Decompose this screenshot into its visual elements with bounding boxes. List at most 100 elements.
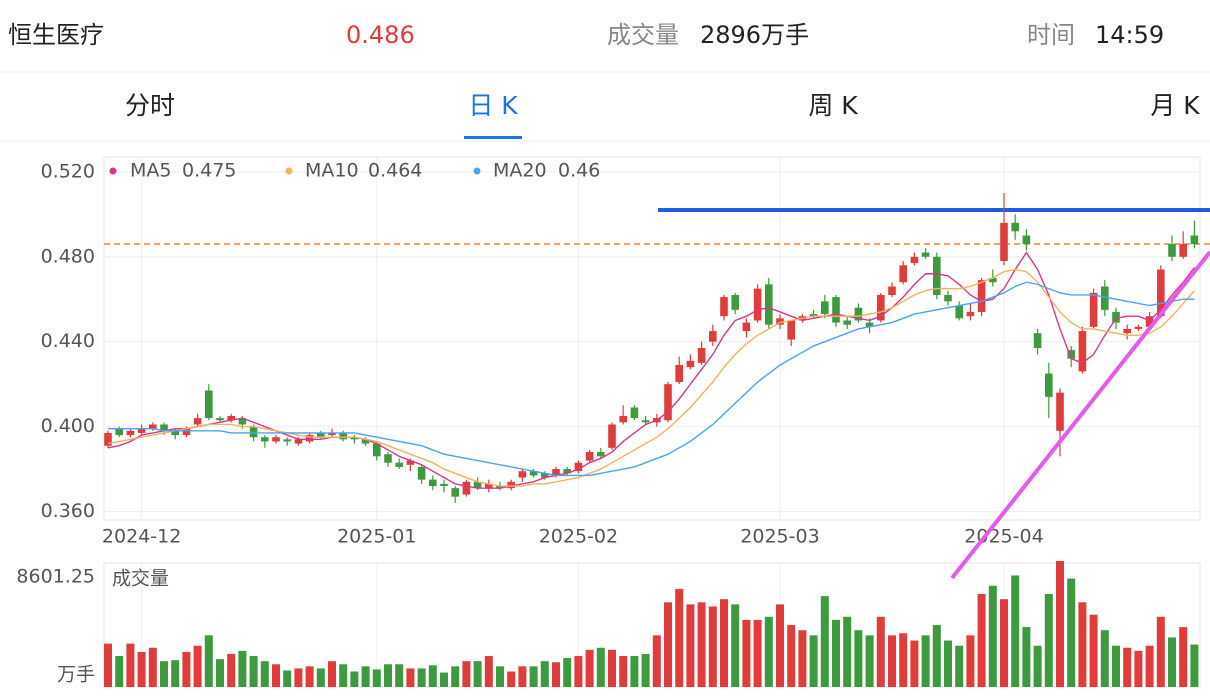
volume-bar [272, 664, 280, 687]
volume-bar [1156, 616, 1165, 687]
volume-bar [305, 666, 314, 687]
volume-bar [395, 664, 404, 687]
legend-value: 0.475 [182, 160, 236, 182]
candle-body [171, 430, 179, 436]
volume-bar [137, 651, 146, 687]
candle-body [1179, 244, 1187, 257]
candle-body [630, 407, 639, 419]
volume-bar [283, 670, 292, 687]
candle-body [429, 479, 437, 487]
volume-bar [921, 635, 930, 687]
candle-body [641, 420, 650, 423]
volume-bar [238, 650, 247, 687]
candle-body [574, 462, 583, 472]
candle-body [1168, 244, 1176, 257]
candle-body [305, 435, 314, 442]
volume-bar [1112, 645, 1120, 687]
volume-bar [451, 666, 460, 687]
y-tick-label: 0.360 [41, 500, 95, 522]
candle-body [227, 415, 235, 421]
candle-body [809, 314, 818, 317]
candle-body [1078, 331, 1087, 372]
legend-value: 0.46 [558, 160, 600, 182]
candle-body [787, 320, 795, 340]
tab[interactable]: 月 K [1150, 91, 1200, 120]
volume-bar [1123, 647, 1132, 687]
candle-body [104, 432, 112, 446]
candle-body [753, 288, 762, 321]
legend-dot [473, 167, 481, 175]
candle-body [1101, 286, 1109, 310]
candle-body [485, 483, 493, 489]
volume-bar [977, 594, 986, 687]
price-panel [103, 156, 1201, 521]
candle-body [541, 473, 549, 478]
volume-bar [1100, 630, 1109, 687]
candle-body [1123, 328, 1131, 334]
candle-body [518, 471, 527, 478]
x-tick-label: 2025-03 [740, 526, 819, 548]
volume-bar [518, 666, 527, 687]
volume-bar [294, 668, 303, 687]
x-tick-label: 2024-12 [102, 526, 181, 548]
ma-line [107, 251, 1195, 489]
candle-body [854, 307, 863, 321]
candle-body [1022, 235, 1031, 245]
volume-bar [1033, 645, 1042, 687]
candle-body [216, 418, 224, 421]
candle-body [1045, 373, 1053, 397]
volume-bar [126, 643, 135, 687]
volume-bar [764, 616, 773, 687]
drawn-trend-line[interactable] [950, 250, 1210, 580]
volume-bar [753, 619, 762, 687]
time-value: 14:59 [1095, 21, 1164, 49]
tab[interactable]: 日 K [468, 91, 518, 120]
volume-bar [216, 659, 224, 687]
candle-body [933, 256, 941, 295]
candle-body [1067, 350, 1075, 359]
volume-bar [574, 656, 583, 687]
volume-bar [1179, 627, 1188, 687]
candle-body [776, 318, 784, 325]
candle-body [944, 294, 952, 302]
y-tick-label: 0.400 [41, 415, 95, 437]
volume-bar [888, 635, 896, 687]
candle-body [1157, 269, 1165, 317]
candle-body [507, 481, 515, 489]
candle-body [709, 331, 717, 342]
y-tick-label: 0.440 [41, 330, 95, 352]
candle-body [160, 424, 168, 431]
volume-bar [406, 668, 415, 687]
candle-body [664, 384, 672, 421]
volume-bar [563, 658, 572, 687]
volume-bar [787, 625, 796, 687]
candle-body [440, 483, 448, 487]
candle-body [126, 430, 135, 436]
volume-bar [260, 661, 269, 687]
volume-bar [328, 661, 336, 687]
x-tick-label: 2025-01 [337, 526, 416, 548]
volume-bar [1056, 561, 1064, 687]
candle-body [149, 424, 157, 429]
volume-bar [115, 656, 124, 687]
tab-underline [464, 136, 522, 139]
candle-body [989, 278, 997, 283]
candle-body [496, 486, 504, 489]
volume-bar [708, 606, 717, 687]
volume-bar [361, 666, 370, 687]
volume-bar [552, 662, 560, 687]
volume-bar [944, 640, 952, 687]
volume-bar [440, 672, 448, 687]
volume-bar [1078, 602, 1087, 687]
candle-body [563, 469, 571, 474]
volume-bar [608, 649, 616, 687]
volume-bar [339, 664, 348, 687]
volume-bar [697, 602, 706, 687]
candle-body [697, 348, 706, 363]
volume-bar [596, 647, 605, 687]
volume-bar [473, 661, 482, 687]
stock-price: 0.486 [346, 21, 415, 49]
tab[interactable]: 周 K [808, 91, 858, 120]
tab[interactable]: 分时 [125, 91, 175, 120]
